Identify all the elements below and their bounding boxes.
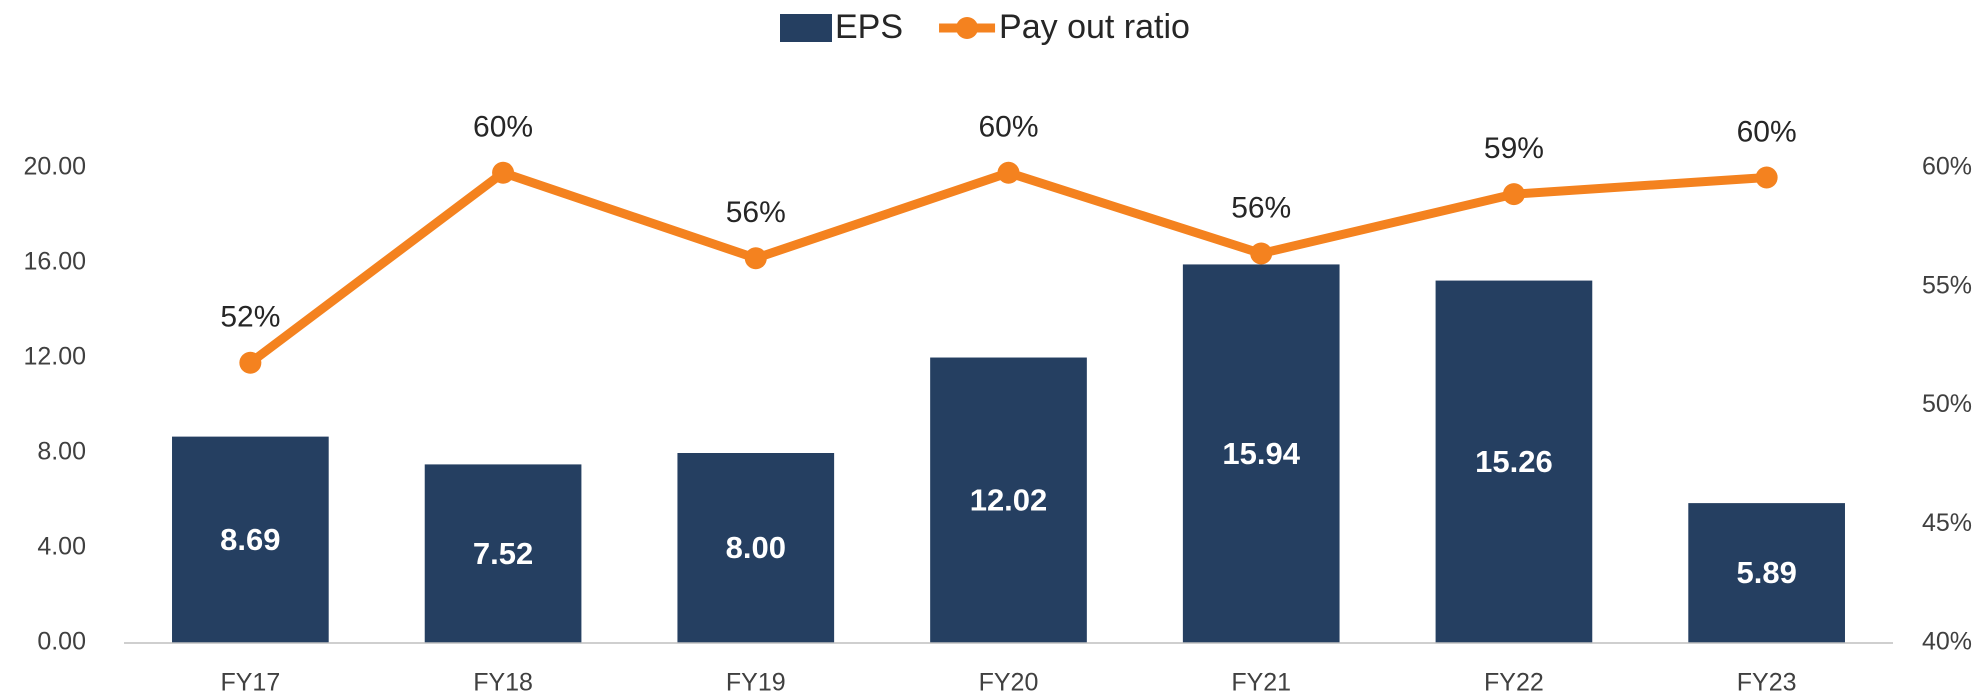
y2-tick-label: 40% [1922, 628, 1972, 656]
line-point [997, 161, 1020, 184]
line-value-label: 60% [1737, 115, 1797, 148]
y2-tick-label: 60% [1922, 153, 1972, 181]
line-point [492, 161, 515, 184]
line-value-label: 56% [726, 196, 786, 229]
bar-value-label: 8.00 [726, 530, 786, 565]
y2-tick-label: 55% [1922, 271, 1972, 299]
legend-label: EPS [835, 8, 903, 46]
bar-value-label: 12.02 [970, 482, 1048, 517]
legend-label: Pay out ratio [999, 8, 1190, 46]
bar-value-label: 7.52 [473, 536, 533, 571]
line-value-label: 60% [978, 111, 1038, 144]
y-tick-label: 20.00 [23, 153, 86, 181]
line-point [1502, 183, 1525, 206]
x-tick-label: FY17 [220, 669, 280, 697]
bar-value-label: 15.26 [1475, 444, 1553, 479]
line-value-label: 56% [1231, 191, 1291, 224]
bar-value-label: 8.69 [220, 522, 280, 557]
x-tick-label: FY19 [726, 669, 786, 697]
y-tick-label: 16.00 [23, 248, 86, 276]
y2-tick-label: 45% [1922, 509, 1972, 537]
bar [930, 357, 1087, 643]
line-point [744, 247, 767, 270]
bar-value-label: 15.94 [1222, 436, 1300, 471]
y-tick-label: 4.00 [37, 533, 86, 561]
line-point [1250, 242, 1273, 265]
legend-swatch [780, 14, 832, 42]
bar [677, 453, 835, 643]
x-tick-label: FY18 [473, 669, 533, 697]
y-tick-label: 12.00 [23, 343, 86, 371]
line-point [1755, 166, 1778, 189]
x-tick-label: FY21 [1231, 669, 1291, 697]
line-point [239, 351, 262, 374]
y-tick-label: 0.00 [37, 628, 86, 656]
bar [424, 464, 582, 643]
x-tick-label: FY23 [1737, 669, 1797, 697]
x-tick-label: FY22 [1484, 669, 1544, 697]
legend-swatch-marker [956, 17, 979, 39]
bar-value-label: 5.89 [1736, 555, 1796, 590]
bar [172, 436, 329, 643]
bar [1435, 280, 1593, 643]
line-value-label: 52% [220, 301, 280, 334]
bar [1688, 503, 1845, 643]
y2-tick-label: 50% [1922, 390, 1972, 418]
line-value-label: 60% [473, 111, 533, 144]
x-tick-label: FY20 [979, 669, 1039, 697]
bar [1182, 264, 1340, 643]
line-value-label: 59% [1484, 132, 1544, 165]
y-tick-label: 8.00 [37, 438, 86, 466]
